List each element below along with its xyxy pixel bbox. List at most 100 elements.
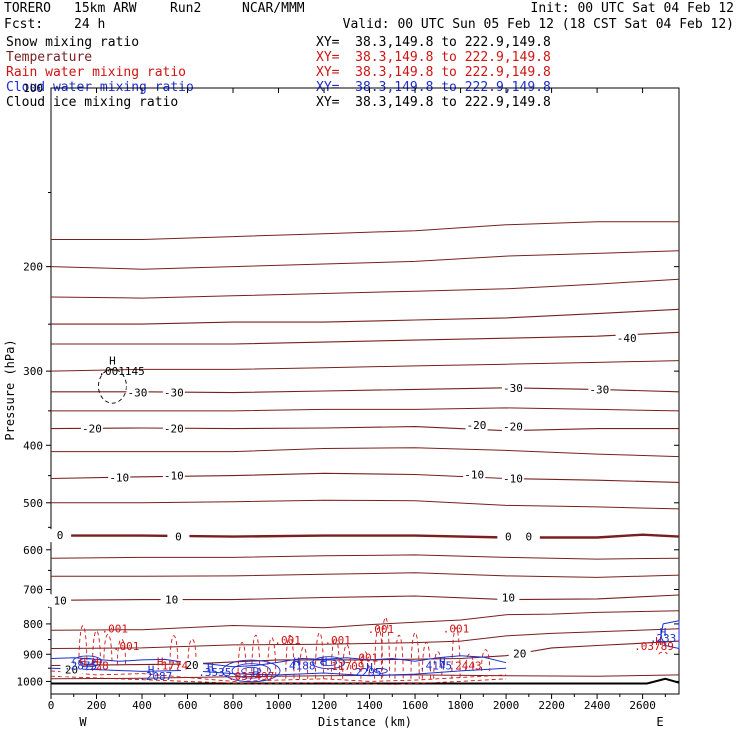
rain-label: .001 [113,640,140,653]
model-resolution: 15km ARW [74,1,137,16]
temp-label-bg [517,530,540,544]
rain-label: .001 [352,652,379,665]
cloud-label: .2295 [348,666,381,679]
x-tick-label: 400 [132,699,152,712]
rain-contour [481,649,491,671]
rain-label: .001 [368,623,395,636]
cloud-ice-contour [97,368,127,404]
rain-high-marker: H [80,655,87,668]
rain-contour [374,627,384,679]
y-tick-label: 1000 [17,675,44,688]
rain-contour [169,635,179,671]
temp-label: 10 [165,594,178,607]
x-tick-label: 0 [48,699,55,712]
x-tick-label: 200 [87,699,107,712]
temp-label: -10 [464,468,484,481]
rain-contour [360,651,370,679]
temp-label-bg [108,471,131,485]
temp-label-bg [501,381,524,395]
cloud-contour-ring [320,659,338,667]
forecast-label: Fcst: [4,17,44,32]
rain-label: .28 [89,659,109,672]
legend-temperature-xy: XY= 38.3,149.8 to 222.9,149.8 [316,50,551,65]
temp-label: -30 [589,383,609,396]
rain-contour [451,627,461,679]
temp-label: 10 [502,591,515,604]
temp-label: -10 [164,470,184,483]
cloud-label: .4145 [419,659,452,672]
cloud-high-marker: H [207,661,214,674]
ice-label: .001145 [98,365,144,378]
cloud-contour-ring [78,657,96,665]
x-tick-label: 1000 [265,699,292,712]
rain-high-marker: H [157,655,164,668]
model-run: Run2 [170,1,202,16]
legend-cloud-ice-xy: XY= 38.3,149.8 to 222.9,149.8 [316,95,551,110]
y-tick-label: 800 [23,618,43,631]
cloud-contour-ring [221,659,281,683]
legend-snow-xy: XY= 38.3,149.8 to 222.9,149.8 [316,35,551,50]
temp-label-bg [162,469,185,483]
temp-label: -30 [503,382,523,395]
cloud-label: .4188 [282,659,315,672]
cloud-contour-east [660,620,680,650]
temp-label-bg [160,593,183,607]
rain-contour [251,634,261,679]
cloud-water-contours [50,368,680,683]
temp-label: 0 [57,529,64,542]
ice-high-marker: H [109,355,116,368]
temp-label-bg [465,419,488,433]
rain-label: .037497 [228,670,274,683]
temp-label: 20 [513,647,526,660]
rain-contour [465,653,475,671]
rain-contours [50,616,668,685]
x-tick-label: 800 [223,699,243,712]
temp-label: -20 [467,419,487,432]
rain-label: .001 [443,623,470,636]
isotherm-line [51,499,680,510]
temp-label-bg [497,530,520,544]
temp-label: 20 [185,659,198,672]
temp-label: -30 [128,387,148,400]
cloud-contour-ring [241,666,262,675]
isotherm-line [51,221,679,240]
rain-contour [187,638,197,666]
x-tick-label: 1200 [311,699,338,712]
cloud-high-marker: H [293,655,300,668]
rain-label: .001 [101,623,128,636]
rain-contour [330,637,340,679]
legend-cloud-ice-name: Cloud ice mixing ratio [6,95,179,110]
rain-label: .1774 [155,659,188,672]
y-tick-label: 500 [23,497,43,510]
rain-contour-band [50,675,507,685]
cloud-high-marker: H [148,664,155,677]
rain-label: .001 [324,634,351,647]
temp-label: -20 [82,423,102,436]
x-axis-west-label: W [79,715,87,729]
cloud-label: .2875 [64,659,97,672]
cloud-contour-ring [72,655,103,668]
legend-rain-xy: XY= 38.3,149.8 to 222.9,149.8 [316,65,551,80]
init-time: Init: 00 UTC Sat 04 Feb 12 [530,1,735,16]
rain-contour [103,633,113,666]
isotherm-line [50,628,680,649]
temp-label-bg [49,594,72,608]
isotherm-line [50,250,680,270]
x-tick-label: 1800 [447,699,474,712]
temp-label-bg [615,332,638,346]
rain-label: .11709 [325,660,365,673]
axes-group: 0 200 400 600 800 1000 1200 1400 1600 1800 2000 220… [17,82,680,712]
temp-label-bg [463,468,486,482]
temp-label: -20 [503,421,523,434]
x-tick-label: 2600 [629,699,656,712]
temp-label-bg [126,386,149,400]
isotherm-line-labeled [50,472,680,483]
y-axis-label: Pressure (hPa) [3,339,17,440]
legend-rain-name: Rain water mixing ratio [6,65,187,80]
isotherm-line-labeled [51,331,680,345]
isotherm-line [51,447,680,458]
x-tick-label: 2200 [538,699,565,712]
rain-high-marker: H [655,635,662,648]
legend-temperature-name: Temperature [6,50,93,65]
